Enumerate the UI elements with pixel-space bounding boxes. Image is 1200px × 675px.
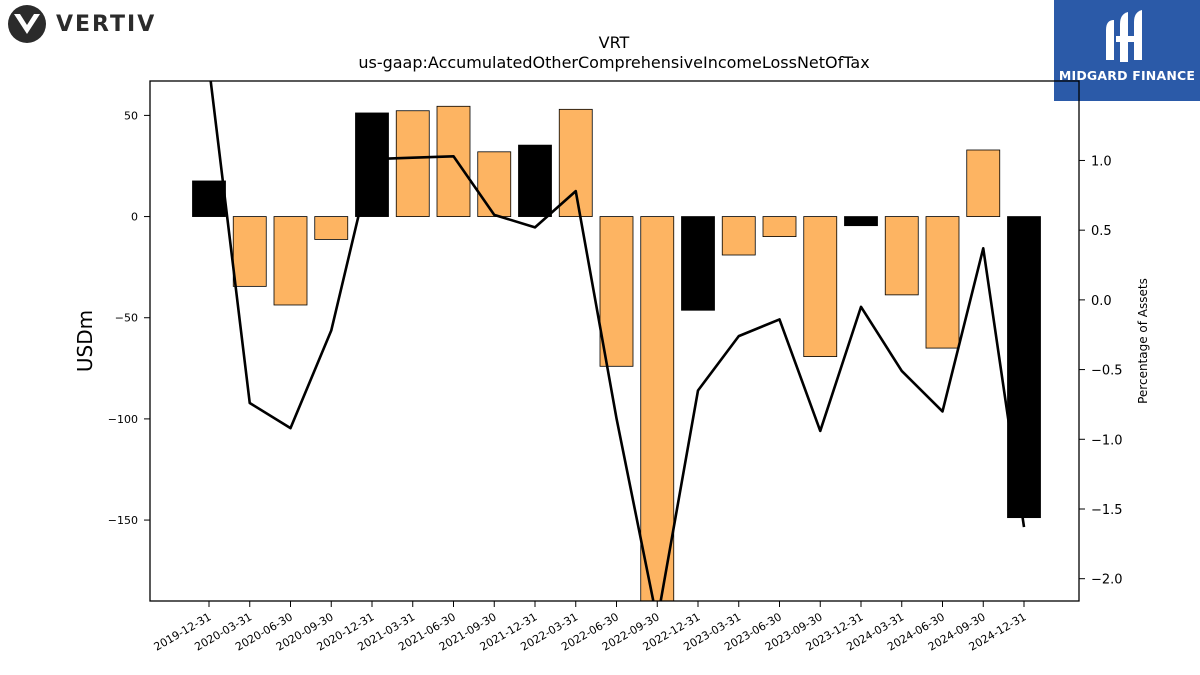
bar-2022-09-30 [640,216,675,601]
bars-layer [192,105,1041,601]
vertiv-logo: VERTIV [6,4,176,46]
y2-tick-label: −2.0 [1091,573,1123,588]
bar-2020-06-30 [273,216,308,306]
y2-tick-label: −1.0 [1091,433,1123,448]
midgard-finance-logo-text: MIDGARD FINANCE [1058,68,1196,83]
vertiv-mark-icon [8,5,46,43]
bar-2023-06-30 [762,216,797,237]
y-tick-label: 50 [124,109,138,122]
vertiv-logo-text: VERTIV [56,12,157,37]
midgard-mark-icon [1106,10,1142,62]
y-tick-label: −100 [108,413,138,426]
bar-2022-03-31 [558,108,593,217]
plot-frame [149,80,1080,602]
chart-subtitle: us-gaap:AccumulatedOtherComprehensiveInc… [358,53,869,72]
x-axis: 2019-12-312020-03-312020-06-302020-09-30… [152,601,1029,654]
bar-2020-09-30 [314,216,349,240]
y2-tick-label: 0.5 [1091,224,1112,239]
y2-axis-label: Percentage of Assets [1136,278,1150,404]
bar-2020-12-31 [355,112,389,217]
bar-2023-09-30 [803,216,838,357]
bar-2019-12-31 [192,180,226,217]
y-tick-label: −150 [108,514,138,527]
right-y-axis: 1.0 0.5 0.0 −0.5 −1.0 −1.5 −2.0 [1079,154,1123,588]
line-layer [209,81,1026,601]
y2-tick-label: −0.5 [1091,364,1123,379]
bar-2022-06-30 [599,216,634,367]
y-tick-label: −50 [115,312,138,325]
bar-2024-12-31 [1007,216,1041,519]
bar-2024-09-30 [966,149,1001,217]
bar-2021-06-30 [436,105,471,217]
bar-2020-03-31 [232,216,267,287]
bar-2021-12-31 [518,144,552,217]
bar-2023-12-31 [844,216,878,227]
bar-2021-09-30 [477,151,512,217]
midgard-finance-logo: MIDGARD FINANCE [1054,0,1200,101]
bar-2024-03-31 [884,216,919,296]
bar-2022-12-31 [681,216,715,311]
chart-title: VRT [599,33,630,52]
y2-tick-label: 1.0 [1091,154,1112,169]
y-tick-label: 0 [131,211,138,224]
left-y-axis: 50 0 −50 −100 −150 [108,109,150,527]
y-axis-label: USDm [73,310,97,372]
y2-tick-label: −1.5 [1091,503,1123,518]
y2-tick-label: 0.0 [1091,294,1112,309]
percentage-of-assets-line [209,81,1026,601]
bar-2021-03-31 [395,110,430,217]
bar-2024-06-30 [925,216,960,349]
bar-2023-03-31 [721,216,756,256]
